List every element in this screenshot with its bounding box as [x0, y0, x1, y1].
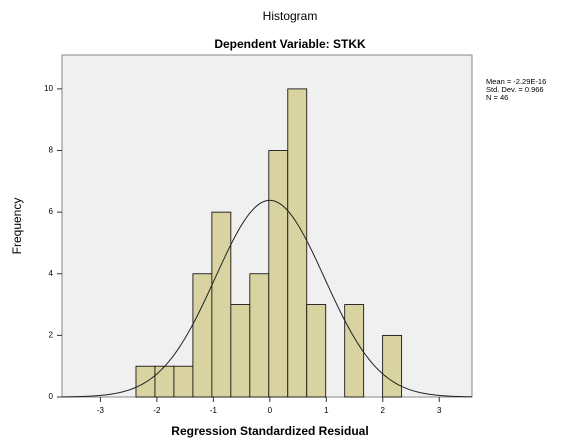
chart-subtitle: Dependent Variable: STKK — [214, 37, 366, 51]
bar — [230, 304, 251, 398]
y-tick-label: 8 — [49, 146, 54, 155]
stats-annotation: Mean = -2.29E-16 — [486, 77, 546, 86]
stats-annotation: Std. Dev. = 0.966 — [486, 85, 544, 94]
bar — [306, 304, 327, 398]
x-tick-label: -2 — [153, 406, 161, 415]
y-axis-label: Frequency — [10, 198, 24, 255]
x-tick-label: -3 — [97, 406, 105, 415]
y-tick-label: 2 — [49, 330, 54, 339]
x-tick-label: 2 — [381, 406, 386, 415]
y-tick-label: 6 — [49, 207, 54, 216]
x-tick-label: 3 — [437, 406, 442, 415]
bar — [211, 211, 232, 398]
x-axis-label: Regression Standardized Residual — [171, 424, 368, 438]
bar — [344, 304, 365, 398]
y-tick-label: 10 — [44, 84, 53, 93]
x-tick-label: 0 — [268, 406, 273, 415]
bar — [154, 365, 175, 398]
bar — [249, 273, 270, 398]
bar — [173, 365, 194, 398]
bar — [135, 365, 156, 398]
chart-title: Histogram — [263, 9, 318, 23]
x-tick-label: 1 — [324, 406, 329, 415]
bar — [382, 334, 403, 398]
x-tick-label: -1 — [210, 406, 218, 415]
y-tick-label: 4 — [49, 269, 54, 278]
y-tick-label: 0 — [49, 392, 54, 401]
normal-curve — [61, 199, 473, 398]
stats-annotation: N = 46 — [486, 93, 508, 102]
bar — [268, 150, 289, 398]
bar — [287, 88, 308, 398]
